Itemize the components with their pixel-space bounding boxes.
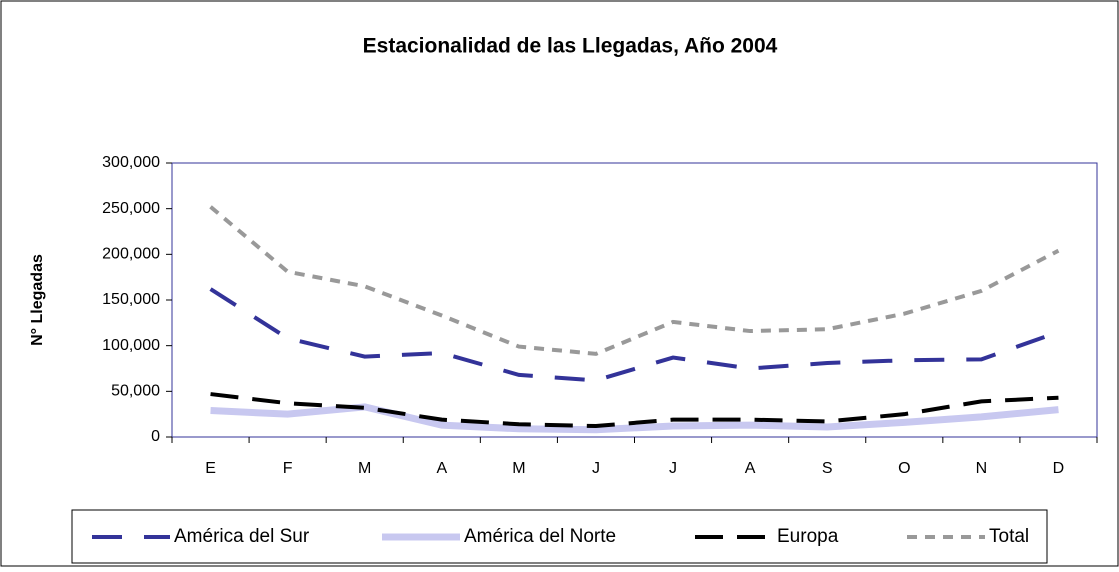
x-tick-label: A [436,460,447,477]
x-tick-label: J [592,460,600,477]
y-tick-label: 50,000 [111,383,160,400]
x-tick-label: S [822,460,833,477]
x-tick-label: F [283,460,293,477]
series-line [209,287,1060,383]
legend-box [71,509,1048,564]
y-tick-label: 250,000 [102,200,160,217]
y-tick-label: 200,000 [102,246,160,263]
x-tick-label: D [1053,460,1065,477]
x-tick-label: O [898,460,910,477]
x-tick-label: A [745,460,756,477]
x-tick-label: M [512,460,525,477]
y-axis-label: N° Llegadas [29,254,46,346]
series-line [209,205,1060,356]
x-tick-label: M [358,460,371,477]
y-tick-label: 100,000 [102,337,160,354]
y-tick-label: 150,000 [102,291,160,308]
y-tick-label: 300,000 [102,154,160,171]
legend-label: Europa [777,526,839,547]
x-tick-label: J [669,460,677,477]
series-line [210,392,1059,429]
legend-label: América del Sur [174,526,310,547]
x-tick-label: N [976,460,988,477]
legend-label: América del Norte [464,526,616,547]
y-tick-label: 0 [151,428,160,445]
x-tick-label: E [205,460,216,477]
chart-title: Estacionalidad de las Llegadas, Año 2004 [363,35,778,58]
legend-label: Total [989,526,1029,547]
